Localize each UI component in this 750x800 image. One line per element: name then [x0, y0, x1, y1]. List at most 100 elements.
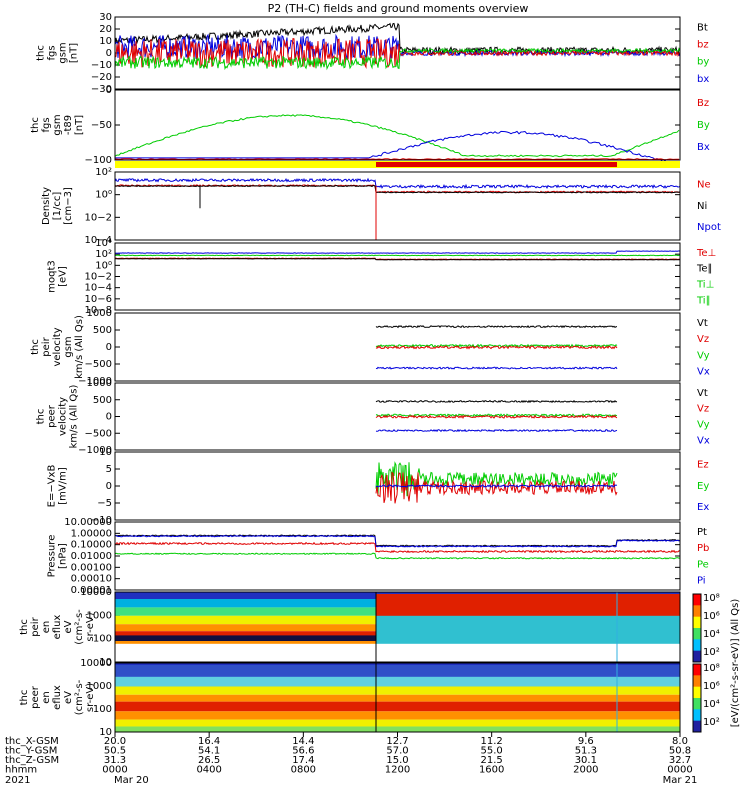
ytick-label: 500: [93, 395, 112, 406]
colorbar-peer: [693, 664, 701, 676]
ytick-label: 0.00010: [71, 574, 112, 585]
series-ex: [375, 484, 618, 488]
colorbar-peir: [693, 650, 701, 663]
xaxis-row-label: thc_Z-GSM: [5, 755, 59, 766]
colorbar-peir: [693, 616, 701, 629]
ylabel-line: [1/cc]: [52, 192, 63, 221]
colorbar-peer: [693, 675, 701, 688]
legend-te⊥: Te⊥: [696, 248, 716, 259]
ylabel-line: eV: [63, 691, 74, 704]
ylabel-line: en: [41, 621, 52, 634]
ylabel-line: thc: [19, 619, 30, 635]
ylabel-line: km/s (All Qs): [69, 385, 80, 449]
ylabel-line: gsm: [52, 114, 63, 135]
legend-vt: Vt: [697, 388, 708, 399]
colorbar-peer: [693, 698, 701, 710]
legend-bx: Bx: [697, 142, 710, 153]
ytick-label: 20: [99, 24, 112, 35]
ytick-label: 10⁴: [95, 238, 112, 249]
xaxis-value: 0400: [196, 765, 221, 776]
panel-frame: [114, 242, 681, 311]
spectrogram-band: [115, 643, 680, 662]
panel-frame: [114, 382, 681, 451]
series-vy: [375, 413, 618, 418]
spectrogram-8: [115, 592, 680, 662]
spectrogram-band: [115, 726, 680, 732]
spectrogram-band: [115, 676, 680, 687]
series-ni: [115, 184, 681, 194]
ylabel-line: en: [41, 691, 52, 704]
ylabel-line: [mV/m]: [58, 467, 69, 505]
xaxis-value: 50.5: [104, 746, 126, 757]
ytick-label: 10²: [95, 167, 112, 178]
ylabel-line: thc: [30, 117, 41, 133]
ytick-label: 1000: [87, 378, 112, 389]
series-by: [114, 114, 680, 158]
xaxis-row-label: thc_Y-GSM: [5, 746, 57, 757]
ytick-label: −10: [91, 60, 112, 71]
colorbar-tick: 10⁶: [703, 611, 720, 622]
xaxis-value: 55.0: [481, 746, 503, 757]
ylabel-line: [nT]: [69, 43, 80, 63]
legend-ti∥: Ti∥: [696, 296, 711, 307]
series-vx: [375, 366, 618, 370]
legend-ti⊥: Ti⊥: [696, 280, 714, 291]
ytick-label: 100: [93, 704, 112, 715]
spectrogram-band: [115, 711, 680, 720]
ylabel-line: E=−VxB: [47, 465, 58, 508]
ytick-label: −30: [91, 84, 112, 95]
series-by: [114, 47, 681, 71]
legend-bt: Bt: [697, 22, 708, 33]
xaxis-value: 14.4: [292, 736, 314, 747]
ylabel-line: thc: [30, 339, 41, 355]
series-pi: [115, 534, 681, 548]
xaxis-value: 51.3: [575, 746, 597, 757]
ytick-label: 10−4: [85, 283, 112, 294]
ytick-label: 10000: [80, 587, 112, 598]
ylabel-line: thc: [19, 690, 30, 706]
ylabel-line: peer: [47, 404, 58, 428]
xaxis-value: 11.2: [481, 736, 503, 747]
colorbar-peir: [693, 639, 701, 652]
xaxis-value: 54.1: [198, 746, 220, 757]
xaxis-value: 0800: [291, 765, 316, 776]
colorbar-tick: 10²: [703, 717, 720, 728]
ylabel-line: km/s (All Qs): [74, 315, 85, 379]
legend-vy: Vy: [697, 350, 710, 361]
panel-frame: [114, 16, 681, 90]
ytick-label: −5: [97, 498, 112, 509]
ytick-label: 10⁰: [95, 190, 112, 201]
ytick-label: 10−6: [85, 294, 112, 305]
xaxis-value: 57.0: [386, 746, 408, 757]
plot-title: P2 (TH-C) fields and ground moments over…: [268, 2, 529, 15]
xaxis-year: 2021: [5, 775, 30, 786]
panel-frame: [114, 451, 681, 521]
colorbar-tick: 10⁴: [703, 699, 720, 710]
panel-frame: [114, 521, 681, 591]
ytick-label: 1000: [87, 681, 112, 692]
spectrogram-9: [115, 663, 680, 732]
legend-bz: bz: [697, 40, 709, 51]
colorbar-tick: 10⁸: [703, 593, 720, 604]
ytick-label: −10: [91, 515, 112, 526]
series-vt: [375, 324, 618, 329]
colorbar-tick: 10⁶: [703, 681, 720, 692]
ylabel-line: [eV]: [58, 266, 69, 287]
ytick-label: 0.10000: [71, 540, 112, 551]
ytick-label: 10000: [80, 658, 112, 669]
xaxis-value: 1600: [479, 765, 504, 776]
ylabel-line: eflux: [52, 615, 63, 640]
series-bz: [114, 158, 680, 161]
series-vz: [375, 414, 618, 420]
ylabel-line: [cm−3]: [63, 187, 74, 225]
ytick-label: 10−8: [85, 305, 112, 316]
xaxis-value: 32.7: [669, 755, 691, 766]
legend-vx: Vx: [697, 436, 710, 447]
xaxis-end-date: Mar 21: [663, 775, 698, 786]
colorbar-peir: [693, 605, 701, 618]
legend-vz: Vz: [697, 404, 709, 415]
xaxis-row-label: hhmm: [5, 765, 37, 776]
series-pe: [114, 552, 681, 560]
ytick-label: 0: [106, 412, 112, 423]
series-pb: [114, 541, 681, 554]
